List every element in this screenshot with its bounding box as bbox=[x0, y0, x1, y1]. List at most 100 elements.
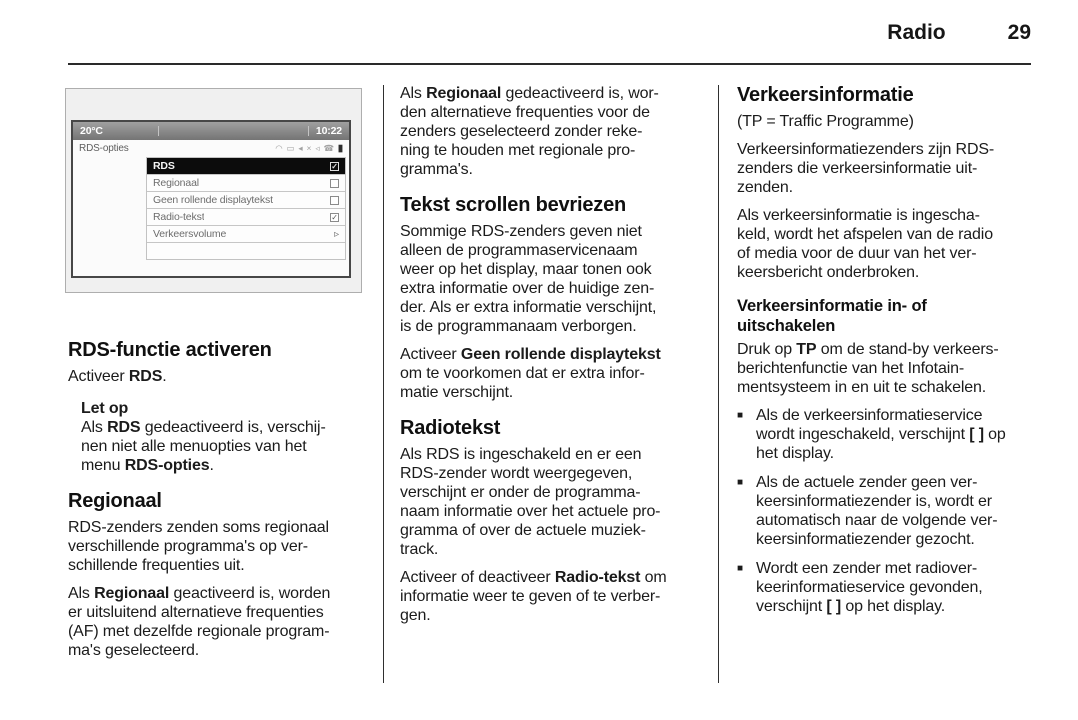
display-menu-item: Verkeersvolume ▹ bbox=[147, 226, 345, 243]
wifi-icon: ◠ bbox=[275, 143, 283, 154]
bullet: ■ Als de actuele zender geen ver- keersin… bbox=[737, 473, 1033, 549]
divider-tick bbox=[157, 126, 159, 136]
display-menu-item bbox=[147, 243, 345, 259]
menu-item-label: RDS bbox=[153, 159, 175, 172]
text: om te voorkomen dat er extra infor- mati… bbox=[400, 365, 645, 401]
text: Activeer bbox=[400, 346, 461, 363]
submenu-arrow-icon: ▹ bbox=[334, 228, 339, 240]
text: Als verkeersinformatie is ingescha- keld… bbox=[737, 207, 993, 281]
text: . bbox=[162, 368, 167, 385]
paragraph: Sommige RDS-zenders geven niet alleen de… bbox=[400, 222, 702, 336]
text: Als bbox=[81, 419, 108, 436]
signal-icon: ▭ bbox=[286, 143, 295, 154]
text: Activeer of deactiveer bbox=[400, 569, 555, 586]
page-number: 29 bbox=[1007, 21, 1031, 44]
heading-verkeersinformatie: Verkeersinformatie bbox=[737, 84, 914, 106]
paragraph: Activeer of deactiveer Radio-tekst om in… bbox=[400, 568, 702, 625]
temperature-readout: 20°C bbox=[80, 124, 103, 137]
bold-text: [ ] bbox=[969, 426, 984, 443]
column-left: 20°C 10:22 RDS-opties ◠ ▭ ◂ × ◃ ☎ ▮ RDS ✓ Region… bbox=[65, 84, 366, 669]
paragraph: Activeer Geen rollende displaytekst om t… bbox=[400, 345, 702, 402]
text: Als bbox=[68, 585, 95, 602]
bullet-marker: ■ bbox=[737, 410, 743, 421]
paragraph: Als verkeersinformatie is ingescha- keld… bbox=[737, 206, 1033, 282]
bullet-text: Als de verkeersinformatieservice wordt i… bbox=[756, 406, 1006, 463]
text: Als bbox=[400, 85, 427, 102]
menu-item-label: Radio-tekst bbox=[153, 210, 205, 223]
bold-text: Regionaal bbox=[426, 85, 502, 102]
menu-title: RDS-opties bbox=[79, 143, 129, 154]
mute-icon: ◂ bbox=[298, 143, 303, 154]
menu-item-label: Verkeersvolume bbox=[153, 227, 227, 240]
text: gedeactiveerd is, wor- den alternatieve … bbox=[400, 85, 659, 178]
text: Als de verkeersinformatieservice wordt i… bbox=[756, 407, 983, 443]
paragraph: Als Regionaal gedeactiveerd is, wor- den… bbox=[400, 84, 702, 179]
phone-icon: ☎ bbox=[323, 143, 334, 154]
bullet-text: Wordt een zender met radiover- keerinfor… bbox=[756, 559, 983, 616]
bold-text: [ ] bbox=[826, 598, 842, 615]
note-text: Als RDS gedeactiveerd is, verschij- nen … bbox=[81, 418, 366, 475]
text: op het display. bbox=[841, 598, 946, 615]
display-menu-item: RDS ✓ bbox=[147, 158, 345, 175]
paragraph: Druk op TP om de stand-by verkeers- beri… bbox=[737, 340, 1033, 397]
paragraph: Als Regionaal geactiveerd is, worden er … bbox=[68, 584, 366, 660]
menu-item-label: Geen rollende displaytekst bbox=[153, 193, 273, 206]
infotainment-display-figure: 20°C 10:22 RDS-opties ◠ ▭ ◂ × ◃ ☎ ▮ RDS ✓ Region… bbox=[65, 88, 362, 293]
checkbox-unchecked-icon bbox=[330, 195, 339, 205]
text: geactiveerd is, worden er uitsluitend al… bbox=[68, 585, 331, 659]
display-menu-item: Geen rollende displaytekst bbox=[147, 192, 345, 209]
status-icons: ◠ ▭ ◂ × ◃ ☎ ▮ bbox=[275, 144, 343, 154]
text: RDS-zenders zenden soms regionaal versch… bbox=[68, 519, 329, 574]
paragraph: Verkeersinformatiezenders zijn RDS- zend… bbox=[737, 140, 1033, 197]
checkbox-checked-icon: ✓ bbox=[330, 212, 339, 222]
paragraph: (TP = Traffic Programme) bbox=[737, 112, 1033, 131]
text: Verkeersinformatiezenders zijn RDS- zend… bbox=[737, 141, 995, 196]
text: gedeactiveerd is, verschij- nen niet all… bbox=[81, 419, 326, 474]
cross-icon: × bbox=[306, 143, 312, 154]
section-title: Radio bbox=[887, 21, 946, 44]
display-menu: RDS ✓ Regionaal Geen rollende displaytekst R… bbox=[146, 157, 346, 260]
clock: 10:22 bbox=[315, 124, 342, 137]
display-menu-item: Regionaal bbox=[147, 175, 345, 192]
text: Wordt een zender met radiover- keerinfor… bbox=[756, 560, 983, 615]
column-divider-right bbox=[718, 85, 719, 683]
left-column-text: RDS-functie activeren Activeer RDS. Let op… bbox=[68, 339, 366, 660]
text: om informatie weer te geven of te verber… bbox=[400, 569, 667, 624]
column-divider-left bbox=[383, 85, 384, 683]
bold-text: TP bbox=[796, 341, 817, 358]
bold-text: RDS-opties bbox=[124, 457, 210, 474]
text: (TP = Traffic Programme) bbox=[737, 113, 914, 130]
bullet: ■ Wordt een zender met radiover- keerinfo… bbox=[737, 559, 1033, 616]
text: op het display. bbox=[756, 426, 1006, 462]
checkbox-unchecked-icon bbox=[330, 178, 339, 188]
text: Sommige RDS-zenders geven niet alleen de… bbox=[400, 223, 657, 335]
heading-regionaal: Regionaal bbox=[68, 490, 162, 512]
heading-rds-functie-activeren: RDS-functie activeren bbox=[68, 339, 272, 361]
checkbox-checked-icon: ✓ bbox=[330, 161, 339, 171]
note-let-op: Let op Als RDS gedeactiveerd is, verschij… bbox=[81, 399, 366, 475]
text: . bbox=[209, 457, 214, 474]
menu-item-label: Regionaal bbox=[153, 176, 199, 189]
divider-tick bbox=[307, 126, 309, 136]
header-rule bbox=[68, 63, 1031, 65]
bullet-marker: ■ bbox=[737, 477, 743, 488]
column-right: Verkeersinformatie (TP = Traffic Programm… bbox=[737, 84, 1033, 626]
paragraph: Als RDS is ingeschakeld en er een RDS-ze… bbox=[400, 445, 702, 559]
page-header: Radio 29 bbox=[68, 21, 1031, 45]
paragraph: RDS-zenders zenden soms regionaal versch… bbox=[68, 518, 366, 575]
bold-text: RDS bbox=[128, 368, 163, 385]
text: Als de actuele zender geen ver- keersinf… bbox=[756, 474, 998, 548]
display-menu-item: Radio-tekst ✓ bbox=[147, 209, 345, 226]
bullet: ■ Als de verkeersinformatieservice wordt … bbox=[737, 406, 1033, 463]
note-title: Let op bbox=[81, 400, 129, 417]
heading-tekst-scrollen-bevriezen: Tekst scrollen bevriezen bbox=[400, 194, 627, 216]
text: om de stand-by verkeers- berichtenfuncti… bbox=[737, 341, 999, 396]
bold-text: Regionaal bbox=[94, 585, 170, 602]
battery-icon: ▮ bbox=[337, 142, 343, 154]
bullet-marker: ■ bbox=[737, 563, 743, 574]
text: Activeer bbox=[68, 368, 129, 385]
bold-text: Radio-tekst bbox=[554, 569, 641, 586]
bullet-text: Als de actuele zender geen ver- keersinf… bbox=[756, 473, 998, 549]
column-middle: Als Regionaal gedeactiveerd is, wor- den… bbox=[400, 84, 702, 634]
